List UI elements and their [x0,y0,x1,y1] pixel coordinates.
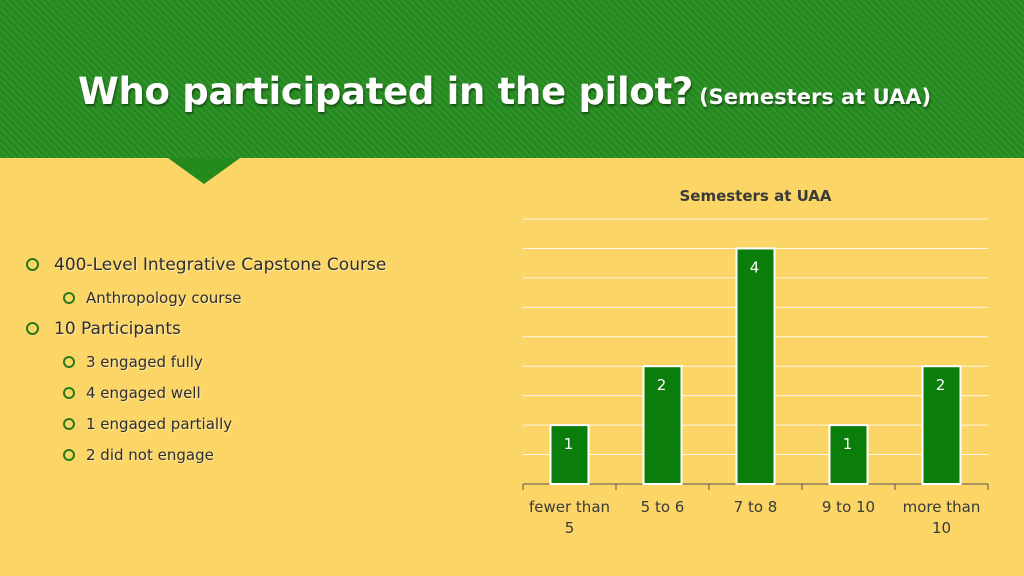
bullet-text: 3 engaged fully [86,353,203,371]
bullet-text: 1 engaged partially [86,415,233,433]
header-notch [168,158,240,184]
data-label: 4 [750,258,760,276]
bullet-list: 400-Level Integrative Capstone Course An… [24,252,494,473]
data-label: 1 [843,435,853,453]
bullet-circle-icon [63,292,75,304]
bullet-item: 1 engaged partially [24,411,494,442]
x-tick-label: fewer than [529,498,610,516]
x-tick-label: 5 to 6 [641,498,685,516]
slide-title-main: Who participated in the pilot? [78,70,694,113]
bullet-item: 10 Participants [24,316,494,349]
bullet-circle-icon [26,258,39,271]
bullet-circle-icon [63,356,75,368]
bullet-text: Anthropology course [86,289,242,307]
bar [921,365,962,486]
bullet-item: 3 engaged fully [24,349,494,380]
x-tick-label: 7 to 8 [734,498,778,516]
bullet-text: 4 engaged well [86,384,201,402]
bullet-item: 400-Level Integrative Capstone Course [24,252,494,285]
bar [735,247,776,485]
bullet-circle-icon [63,387,75,399]
data-label: 2 [657,376,667,394]
slide-title: Who participated in the pilot? (Semesters… [78,70,931,113]
header-band [0,0,1024,158]
bar [642,365,683,486]
bullet-text: 2 did not engage [86,446,214,464]
data-label: 1 [564,435,574,453]
x-tick-label: 9 to 10 [822,498,875,516]
bullet-text: 10 Participants [54,319,181,339]
x-tick-label: 10 [932,519,951,537]
x-tick-label: 5 [565,519,575,537]
bullet-item: 2 did not engage [24,442,494,473]
slide-title-sub: (Semesters at UAA) [699,85,932,109]
bullet-item: Anthropology course [24,285,494,316]
data-label: 2 [936,376,946,394]
bullet-item: 4 engaged well [24,380,494,411]
bullet-text: 400-Level Integrative Capstone Course [54,255,387,275]
chart-title: Semesters at UAA [679,187,831,205]
bullet-circle-icon [26,322,39,335]
bullet-circle-icon [63,418,75,430]
x-tick-label: more than [903,498,981,516]
bar [828,424,869,486]
bar [549,424,590,486]
bullet-circle-icon [63,449,75,461]
